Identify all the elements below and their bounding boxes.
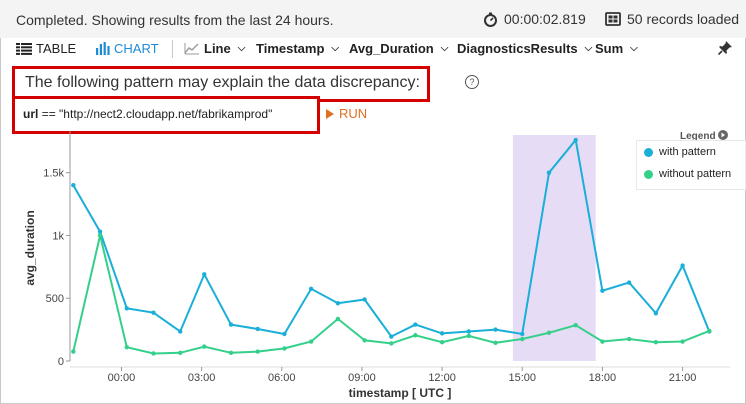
split-by-dropdown[interactable]: DiagnosticsResults ⌵ (457, 41, 592, 56)
records-icon (605, 12, 621, 26)
chevron-down-icon: ⌵ (331, 43, 339, 54)
play-icon (326, 108, 334, 119)
legend-item-without-pattern[interactable]: without pattern (644, 168, 731, 180)
chart-tab-label: CHART (114, 41, 159, 56)
records-count: 50 records loaded (605, 11, 739, 27)
toolbar: TABLE CHART Line ⌵ Timestamp ⌵ Avg_Durat… (0, 38, 746, 62)
chart-tab[interactable]: CHART (96, 41, 159, 56)
pattern-query: url == "http://nect2.cloudapp.net/fabrik… (23, 107, 272, 121)
x-column-value: Timestamp (256, 41, 325, 56)
legend-item-with-pattern[interactable]: with pattern (644, 146, 716, 158)
status-bar: Completed. Showing results from the last… (0, 0, 746, 38)
bar-chart-icon (96, 42, 110, 55)
chevron-right-circle-icon (718, 130, 729, 140)
help-icon[interactable]: ? (465, 75, 479, 89)
table-icon (16, 42, 32, 55)
legend-dot-without-pattern (644, 169, 653, 179)
table-tab[interactable]: TABLE (16, 41, 76, 56)
line-chart-icon (184, 43, 199, 55)
pattern-query-box: url == "http://nect2.cloudapp.net/fabrik… (12, 96, 320, 134)
status-message: Completed. Showing results from the last… (16, 12, 334, 28)
y-column-value: Avg_Duration (349, 41, 434, 56)
pin-icon (718, 41, 732, 55)
legend-label: with pattern (659, 146, 716, 158)
elapsed-value: 00:00:02.819 (504, 11, 586, 27)
chart-type-value: Line (204, 41, 231, 56)
run-button[interactable]: RUN (326, 106, 367, 121)
chevron-down-icon: ⌵ (237, 43, 246, 54)
query-operator: == (41, 107, 56, 121)
legend-label: without pattern (659, 168, 732, 180)
split-by-value: DiagnosticsResults (457, 41, 578, 56)
legend-dot-with-pattern (644, 147, 653, 157)
run-label: RUN (339, 106, 368, 121)
records-value: 50 records loaded (627, 11, 740, 27)
pin-button[interactable] (718, 41, 732, 55)
elapsed-time: 00:00:02.819 (483, 11, 586, 27)
aggregation-dropdown[interactable]: Sum ⌵ (595, 41, 638, 56)
query-field: url (23, 107, 39, 121)
table-tab-label: TABLE (36, 41, 77, 56)
chevron-down-icon: ⌵ (584, 43, 593, 54)
x-column-dropdown[interactable]: Timestamp ⌵ (256, 41, 339, 56)
legend-title-row[interactable]: Legend (680, 130, 729, 142)
pattern-heading: The following pattern may explain the da… (25, 74, 420, 91)
query-value: "http://nect2.cloudapp.net/fabrikamprod" (59, 107, 273, 121)
toolbar-divider (172, 40, 173, 58)
chart-type-dropdown[interactable]: Line ⌵ (184, 41, 245, 56)
y-column-dropdown[interactable]: Avg_Duration ⌵ (349, 41, 448, 56)
legend-title: Legend (680, 131, 716, 142)
aggregation-value: Sum (595, 41, 624, 56)
stopwatch-icon (484, 12, 497, 27)
chevron-down-icon: ⌵ (630, 43, 638, 54)
chevron-down-icon: ⌵ (440, 43, 449, 54)
